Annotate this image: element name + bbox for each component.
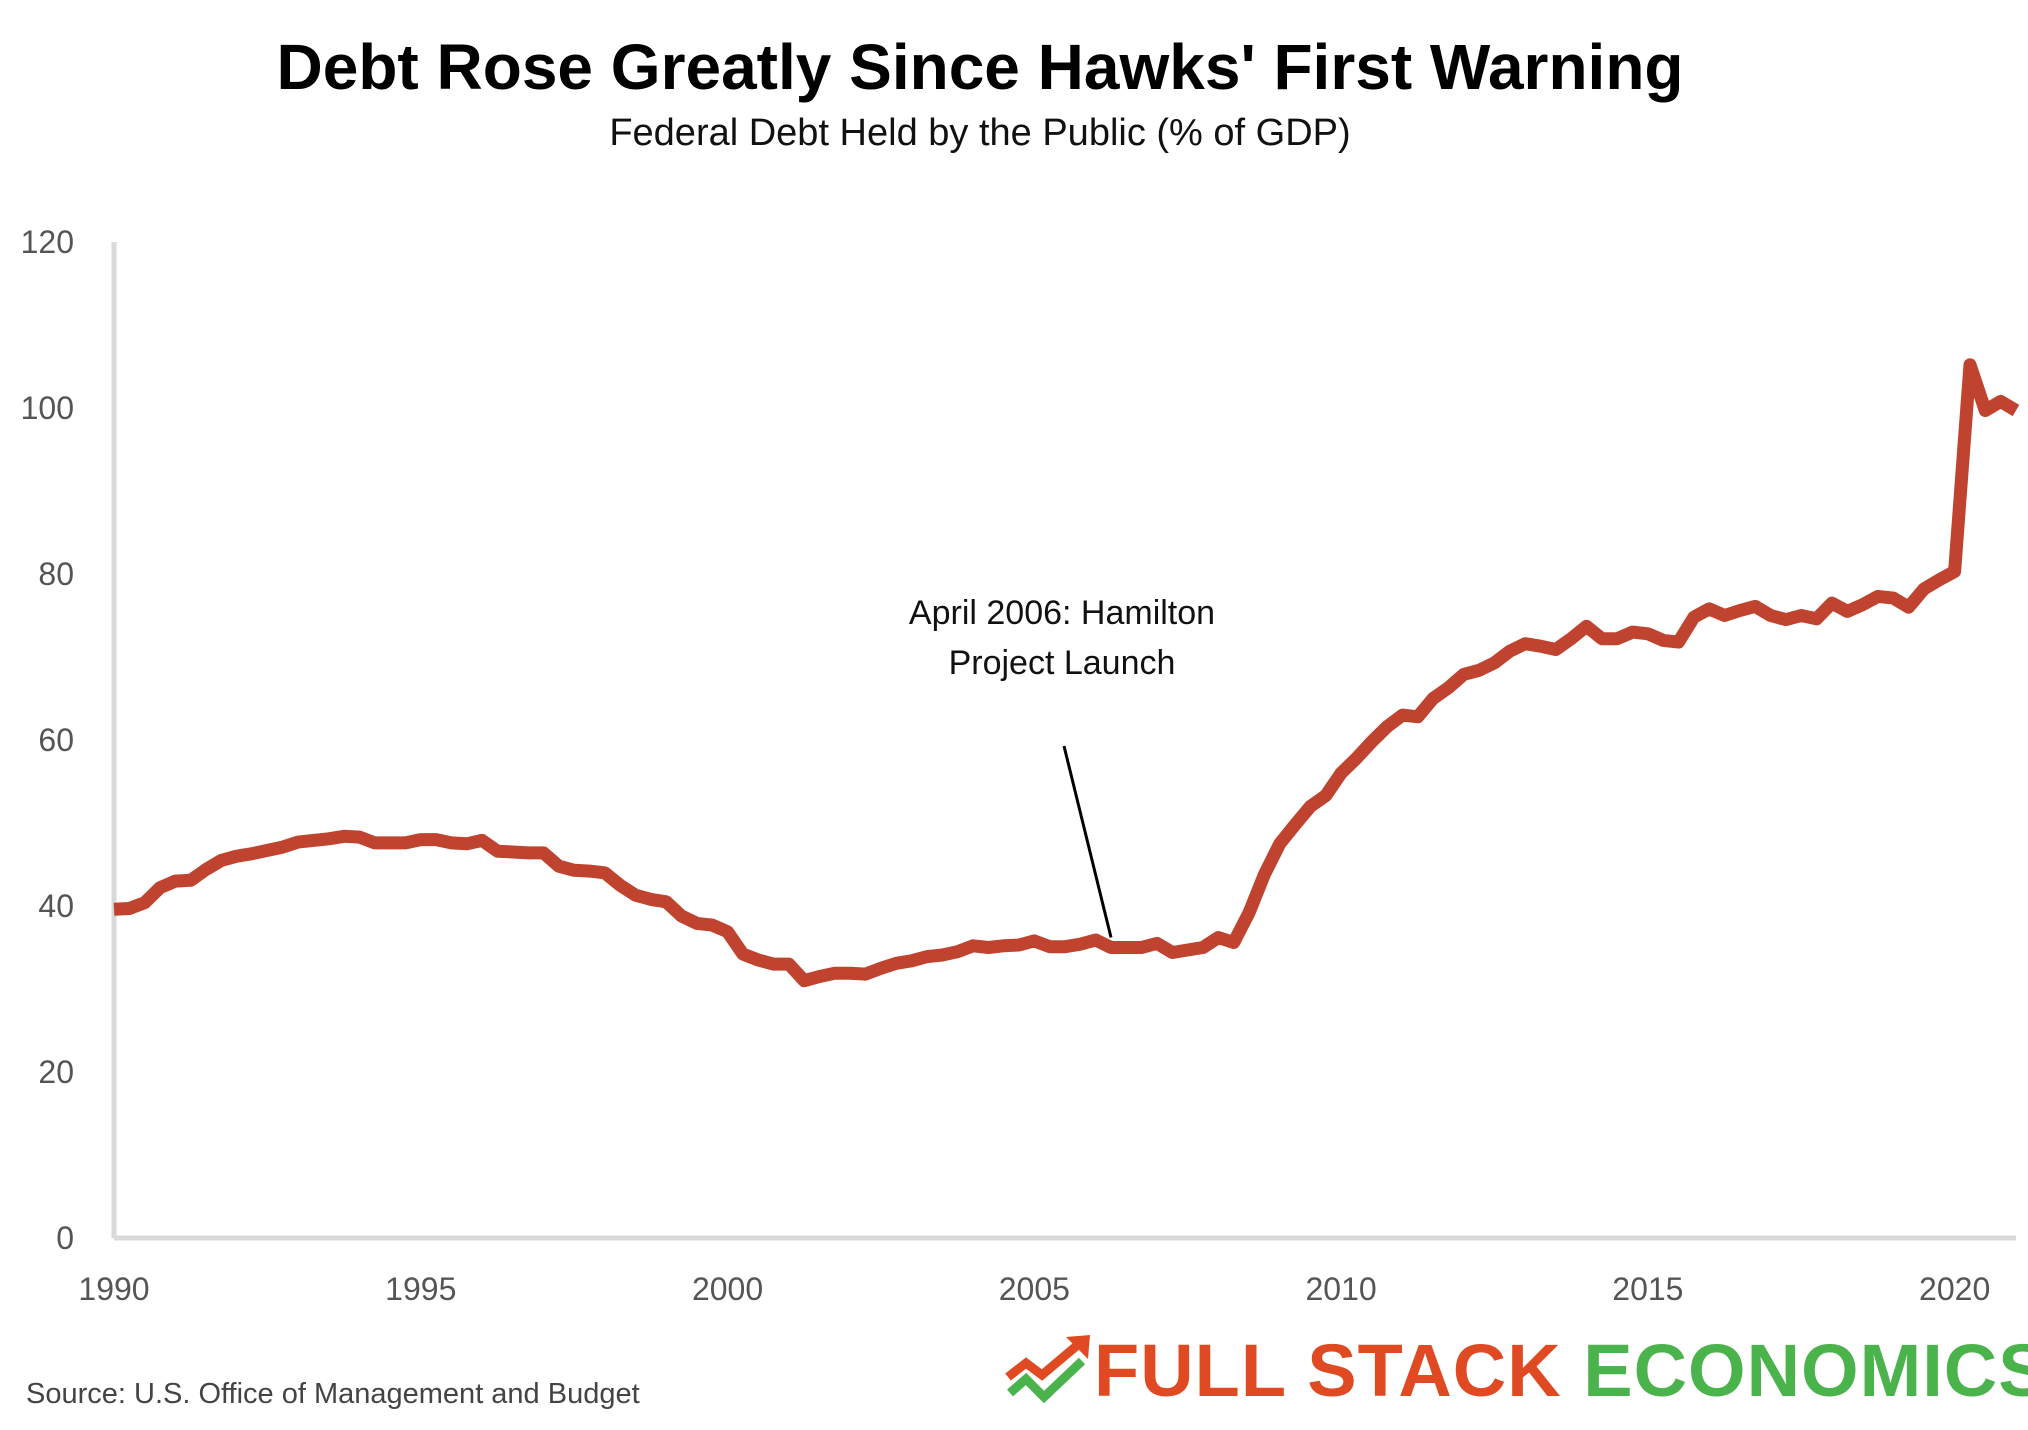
y-tick-label: 20 <box>38 1054 74 1090</box>
brand-logo: FULL STACK ECONOMICS <box>1002 1328 2028 1413</box>
y-tick-label: 80 <box>38 556 74 592</box>
annotation-text: Project Launch <box>949 644 1176 682</box>
x-tick-label: 2000 <box>692 1271 763 1307</box>
chart-title: Debt Rose Greatly Since Hawks' First War… <box>276 31 1684 103</box>
series-layer <box>113 358 2020 988</box>
brand-word-economics: ECONOMICS <box>1583 1328 2028 1412</box>
annotation: April 2006: Hamilton Project Launch <box>909 594 1215 938</box>
y-tick-label: 0 <box>56 1220 74 1256</box>
x-tick-label: 2020 <box>1919 1271 1990 1307</box>
annotation-pointer <box>1062 745 1113 938</box>
annotation-text: April 2006: Hamilton <box>909 594 1215 632</box>
y-tick-label: 40 <box>38 888 74 924</box>
source-note: Source: U.S. Office of Management and Bu… <box>26 1378 640 1410</box>
x-tick-label: 2010 <box>1306 1271 1377 1307</box>
y-tick-labels: 0 20 40 60 80 100 120 <box>21 224 74 1256</box>
series-line <box>113 358 2020 988</box>
x-tick-label: 1995 <box>385 1271 456 1307</box>
rising-arrow-check-icon <box>1005 1335 1090 1404</box>
brand-name: FULL STACK ECONOMICS <box>1094 1328 2028 1413</box>
line-chart: 0 20 40 60 80 100 120 1990 1995 2000 2005 2010 2015… <box>21 224 2020 1307</box>
y-tick-label: 120 <box>21 224 74 260</box>
brand-word-full-stack: FULL STACK <box>1094 1328 1562 1412</box>
x-tick-label: 2015 <box>1612 1271 1683 1307</box>
chart-subtitle: Federal Debt Held by the Public (% of GD… <box>609 112 1351 154</box>
y-tick-label: 60 <box>38 722 74 758</box>
y-tick-label: 100 <box>21 390 74 426</box>
x-tick-label: 2005 <box>999 1271 1070 1307</box>
x-tick-labels: 1990 1995 2000 2005 2010 2015 2020 <box>78 1271 1990 1307</box>
x-tick-label: 1990 <box>78 1271 149 1307</box>
